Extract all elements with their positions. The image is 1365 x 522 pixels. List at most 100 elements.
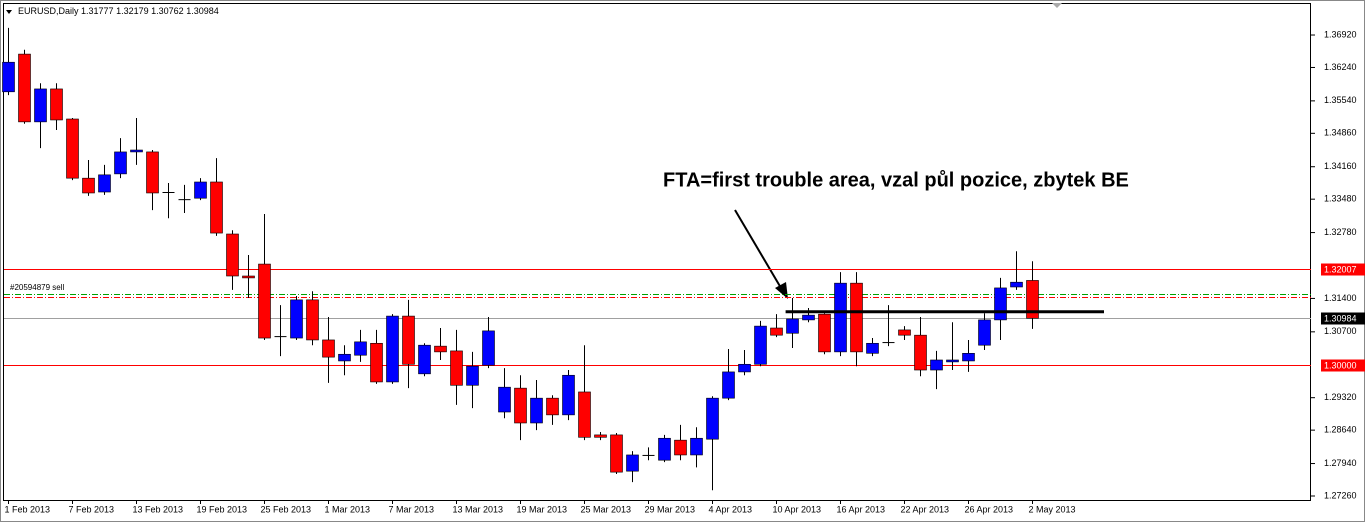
y-tick-label: 1.31400 — [1324, 293, 1357, 303]
y-tick-label: 1.28640 — [1324, 425, 1357, 435]
level-box — [1321, 263, 1365, 276]
y-tick-label: 1.30700 — [1324, 326, 1357, 336]
candle-body — [674, 439, 687, 456]
candle-body — [722, 371, 735, 399]
candle-body — [994, 287, 1007, 321]
arrow-head — [775, 282, 788, 299]
candle-body — [66, 118, 79, 179]
candle-body — [130, 149, 143, 153]
candle-body — [258, 263, 271, 339]
candle-body — [434, 345, 447, 353]
candle-body — [834, 282, 847, 353]
candle-body — [978, 319, 991, 346]
candle-body — [610, 434, 623, 473]
candle-body — [482, 330, 495, 366]
candle-body — [658, 437, 671, 461]
y-tick-label: 1.35540 — [1324, 95, 1357, 105]
candle-body — [98, 174, 111, 193]
y-tick-label: 1.32780 — [1324, 227, 1357, 237]
x-tick-label: 25 Feb 2013 — [261, 504, 312, 514]
y-tick-label: 1.36920 — [1324, 29, 1357, 39]
y-tick-label: 1.27940 — [1324, 458, 1357, 468]
candle-body — [626, 454, 639, 472]
level-box — [1321, 359, 1365, 372]
candle-body — [706, 397, 719, 440]
scroll-marker — [1052, 3, 1062, 8]
x-tick-label: 2 May 2013 — [1029, 504, 1076, 514]
symbol: EURUSD,Daily — [18, 6, 79, 16]
x-tick-label: 1 Mar 2013 — [325, 504, 371, 514]
candle-body — [322, 339, 335, 358]
candle-body — [82, 177, 95, 194]
candle-body — [466, 365, 479, 386]
candle-body — [802, 314, 815, 321]
close: 1.30984 — [186, 6, 219, 16]
candle-body — [306, 299, 319, 341]
candle-body — [754, 325, 767, 365]
y-tick-label: 1.29320 — [1324, 392, 1357, 402]
candle-body — [770, 327, 783, 336]
candle-body — [786, 318, 799, 334]
candle-body — [50, 88, 63, 121]
candle-body — [210, 181, 223, 234]
y-tick-label: 1.36240 — [1324, 62, 1357, 72]
candle-body — [34, 88, 47, 123]
level-label: 1.30000 — [1324, 360, 1357, 370]
candle-body — [818, 313, 831, 353]
candle-body — [530, 397, 543, 424]
x-tick-label: 29 Mar 2013 — [645, 504, 696, 514]
candle-body — [146, 151, 159, 194]
candle-body — [386, 315, 399, 383]
plot-area — [3, 3, 1311, 501]
y-tick-label: 1.34860 — [1324, 128, 1357, 138]
x-tick-label: 13 Feb 2013 — [133, 504, 184, 514]
open: 1.31777 — [81, 6, 114, 16]
x-tick-label: 22 Apr 2013 — [901, 504, 950, 514]
candle-body — [690, 437, 703, 456]
candle-body — [418, 344, 431, 375]
low: 1.30762 — [151, 6, 184, 16]
annotation-arrow — [734, 209, 782, 289]
x-tick-label: 19 Feb 2013 — [197, 504, 248, 514]
candle-body — [962, 353, 975, 362]
x-tick-label: 26 Apr 2013 — [965, 504, 1014, 514]
candle-body — [194, 181, 207, 199]
candle-body — [402, 315, 415, 365]
y-tick-label: 1.27260 — [1324, 490, 1357, 500]
x-tick-label: 4 Apr 2013 — [709, 504, 753, 514]
x-tick-label: 19 Mar 2013 — [517, 504, 568, 514]
order-label: #20594879 sell — [10, 283, 64, 292]
x-tick-label: 16 Apr 2013 — [837, 504, 886, 514]
y-tick-label: 1.34160 — [1324, 161, 1357, 171]
x-tick-label: 13 Mar 2013 — [453, 504, 504, 514]
candle-body — [226, 233, 239, 277]
candle-body — [514, 387, 527, 424]
level-box — [1321, 312, 1365, 325]
candle-body — [930, 359, 943, 371]
y-tick-label: 1.33480 — [1324, 194, 1357, 204]
candle-body — [498, 386, 511, 413]
chart-header: EURUSD,Daily 1.31777 1.32179 1.30762 1.3… — [18, 6, 219, 16]
candle-body — [450, 350, 463, 386]
level-label: 1.30984 — [1324, 313, 1357, 323]
candle-body — [946, 359, 959, 363]
candle-body — [546, 397, 559, 416]
candle-body — [2, 61, 15, 93]
candle-body — [114, 151, 127, 175]
candle-body — [578, 391, 591, 438]
candle-body — [562, 374, 575, 416]
candle-body — [1026, 280, 1039, 319]
candle-body — [898, 329, 911, 336]
menu-triangle[interactable] — [6, 10, 12, 14]
candle-body — [242, 275, 255, 279]
candle-body — [338, 353, 351, 362]
candle-body — [290, 299, 303, 339]
candle-body — [738, 363, 751, 373]
candle-body — [370, 342, 383, 383]
annotation: FTA=first trouble area, vzal půl pozice,… — [663, 169, 1129, 191]
candle-body — [866, 342, 879, 354]
x-tick-label: 7 Mar 2013 — [389, 504, 435, 514]
candle-body — [354, 341, 367, 356]
candle-body — [594, 434, 607, 438]
